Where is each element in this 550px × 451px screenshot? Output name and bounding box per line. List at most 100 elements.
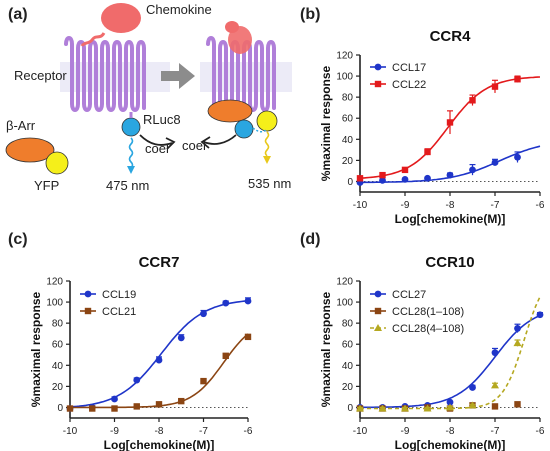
- legend-label: CCL28(4–108): [392, 323, 464, 335]
- data-point: [491, 349, 499, 357]
- y-tick-label: 60: [52, 340, 64, 351]
- legend-label: CCL21: [102, 306, 136, 318]
- legend-marker: [84, 290, 92, 298]
- panel-label-d: (d): [300, 231, 320, 248]
- data-point: [424, 174, 431, 182]
- data-point: [89, 405, 96, 412]
- data-point: [469, 384, 476, 391]
- emission-535-arrowhead: [263, 156, 271, 164]
- legend-marker: [374, 324, 382, 331]
- x-tick-label: -7: [491, 426, 500, 437]
- legend-marker: [374, 63, 382, 71]
- panel-label-c: (c): [8, 231, 28, 248]
- chemokine-label: Chemokine: [146, 2, 212, 17]
- data-point: [222, 299, 230, 307]
- legend-label: CCL22: [392, 79, 426, 91]
- y-tick-label: 40: [342, 361, 354, 372]
- data-point: [401, 166, 409, 174]
- data-point: [514, 401, 521, 408]
- data-point: [401, 404, 409, 412]
- yfp-left: [45, 151, 69, 175]
- y-tick-label: 60: [342, 114, 354, 125]
- chart-ccr7: (c) CCR7 0 20 40 60 80 100 120 -10 -9 -8 -7 -6 Log[ch…: [8, 231, 253, 451]
- y-tick-label: 20: [342, 156, 354, 167]
- x-tick-label: -10: [63, 426, 78, 437]
- legend-label: CCL27: [392, 289, 426, 301]
- data-point: [401, 175, 409, 183]
- data-point: [133, 376, 141, 384]
- legend-marker: [374, 290, 382, 298]
- rluc8-left: [121, 117, 141, 137]
- y-tick-label: 0: [347, 177, 353, 188]
- data-point: [244, 333, 252, 341]
- x-tick-label: -9: [401, 426, 410, 437]
- y-tick-label: 80: [342, 93, 354, 104]
- coel-arrow-right: [203, 134, 237, 145]
- data-point: [514, 76, 521, 83]
- chemokine-tail-left: [80, 32, 106, 47]
- beta-arr-label: β-Arr: [6, 118, 36, 133]
- chart-title: CCR4: [430, 28, 471, 45]
- yfp-label: YFP: [34, 178, 59, 193]
- series-CCL22: [356, 75, 541, 182]
- panel-a-diagram: (a) Chemokine Receptor RLuc8 coel 475 nm…: [5, 2, 292, 193]
- y-tick-label: 40: [342, 135, 354, 146]
- fit-curve: [69, 300, 249, 408]
- y-tick-label: 0: [57, 403, 63, 414]
- x-tick-label: -9: [401, 200, 410, 211]
- fit-curve: [360, 296, 541, 410]
- data-point: [378, 404, 387, 412]
- series-CCL17: [356, 145, 541, 186]
- data-point: [423, 404, 432, 412]
- data-point: [111, 395, 118, 403]
- y-tick-label: 100: [336, 72, 353, 83]
- data-point: [514, 325, 521, 332]
- data-point: [379, 177, 386, 184]
- y-tick-label: 20: [342, 382, 354, 393]
- data-point: [491, 83, 499, 90]
- x-tick-label: -7: [199, 426, 208, 437]
- data-point: [446, 171, 454, 179]
- coel-label-right: coel: [182, 138, 206, 153]
- x-tick-label: -9: [110, 426, 119, 437]
- y-tick-label: 80: [52, 319, 64, 330]
- data-point: [133, 403, 140, 410]
- x-tick-label: -10: [353, 426, 368, 437]
- legend-marker: [374, 307, 382, 315]
- y-tick-label: 0: [347, 403, 353, 414]
- data-point: [222, 352, 229, 360]
- data-point: [66, 405, 74, 412]
- legend-marker: [374, 80, 382, 88]
- y-tick-label: 100: [46, 298, 63, 309]
- x-tick-label: -6: [536, 200, 545, 211]
- data-point: [514, 153, 521, 161]
- beta-arrestin-bound: [207, 99, 253, 123]
- x-tick-label: -7: [491, 200, 500, 211]
- data-point: [177, 334, 185, 342]
- y-tick-label: 120: [336, 277, 353, 288]
- rluc8-right: [234, 119, 254, 139]
- data-point: [200, 377, 207, 385]
- coel-arrowhead-right: [200, 136, 211, 149]
- wavelength-535: 535 nm: [248, 176, 291, 191]
- data-point: [446, 119, 454, 126]
- receptor-label: Receptor: [14, 68, 67, 83]
- x-tick-label: -10: [353, 200, 368, 211]
- legend-label: CCL28(1–108): [392, 306, 464, 318]
- data-point: [111, 405, 118, 412]
- x-tick-label: -6: [244, 426, 253, 437]
- data-point: [155, 356, 163, 364]
- y-axis-label: %maximal response: [29, 291, 43, 407]
- data-point: [468, 401, 477, 409]
- data-point: [200, 310, 207, 318]
- y-axis-label: %maximal response: [319, 291, 333, 407]
- chart-title: CCR7: [139, 254, 180, 271]
- chart-ccr10: (d) CCR10 0 20 40 60 80 100 120 -10 -9 -8 -7 -6 Log[c…: [300, 231, 545, 451]
- y-axis-label: %maximal response: [319, 65, 333, 181]
- data-point: [491, 381, 499, 389]
- data-point: [155, 401, 163, 408]
- transition-arrow: [161, 63, 195, 89]
- x-tick-label: -8: [446, 426, 455, 437]
- y-tick-label: 80: [342, 319, 354, 330]
